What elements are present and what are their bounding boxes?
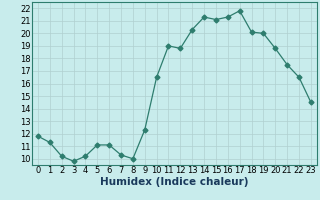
X-axis label: Humidex (Indice chaleur): Humidex (Indice chaleur) [100,177,249,187]
